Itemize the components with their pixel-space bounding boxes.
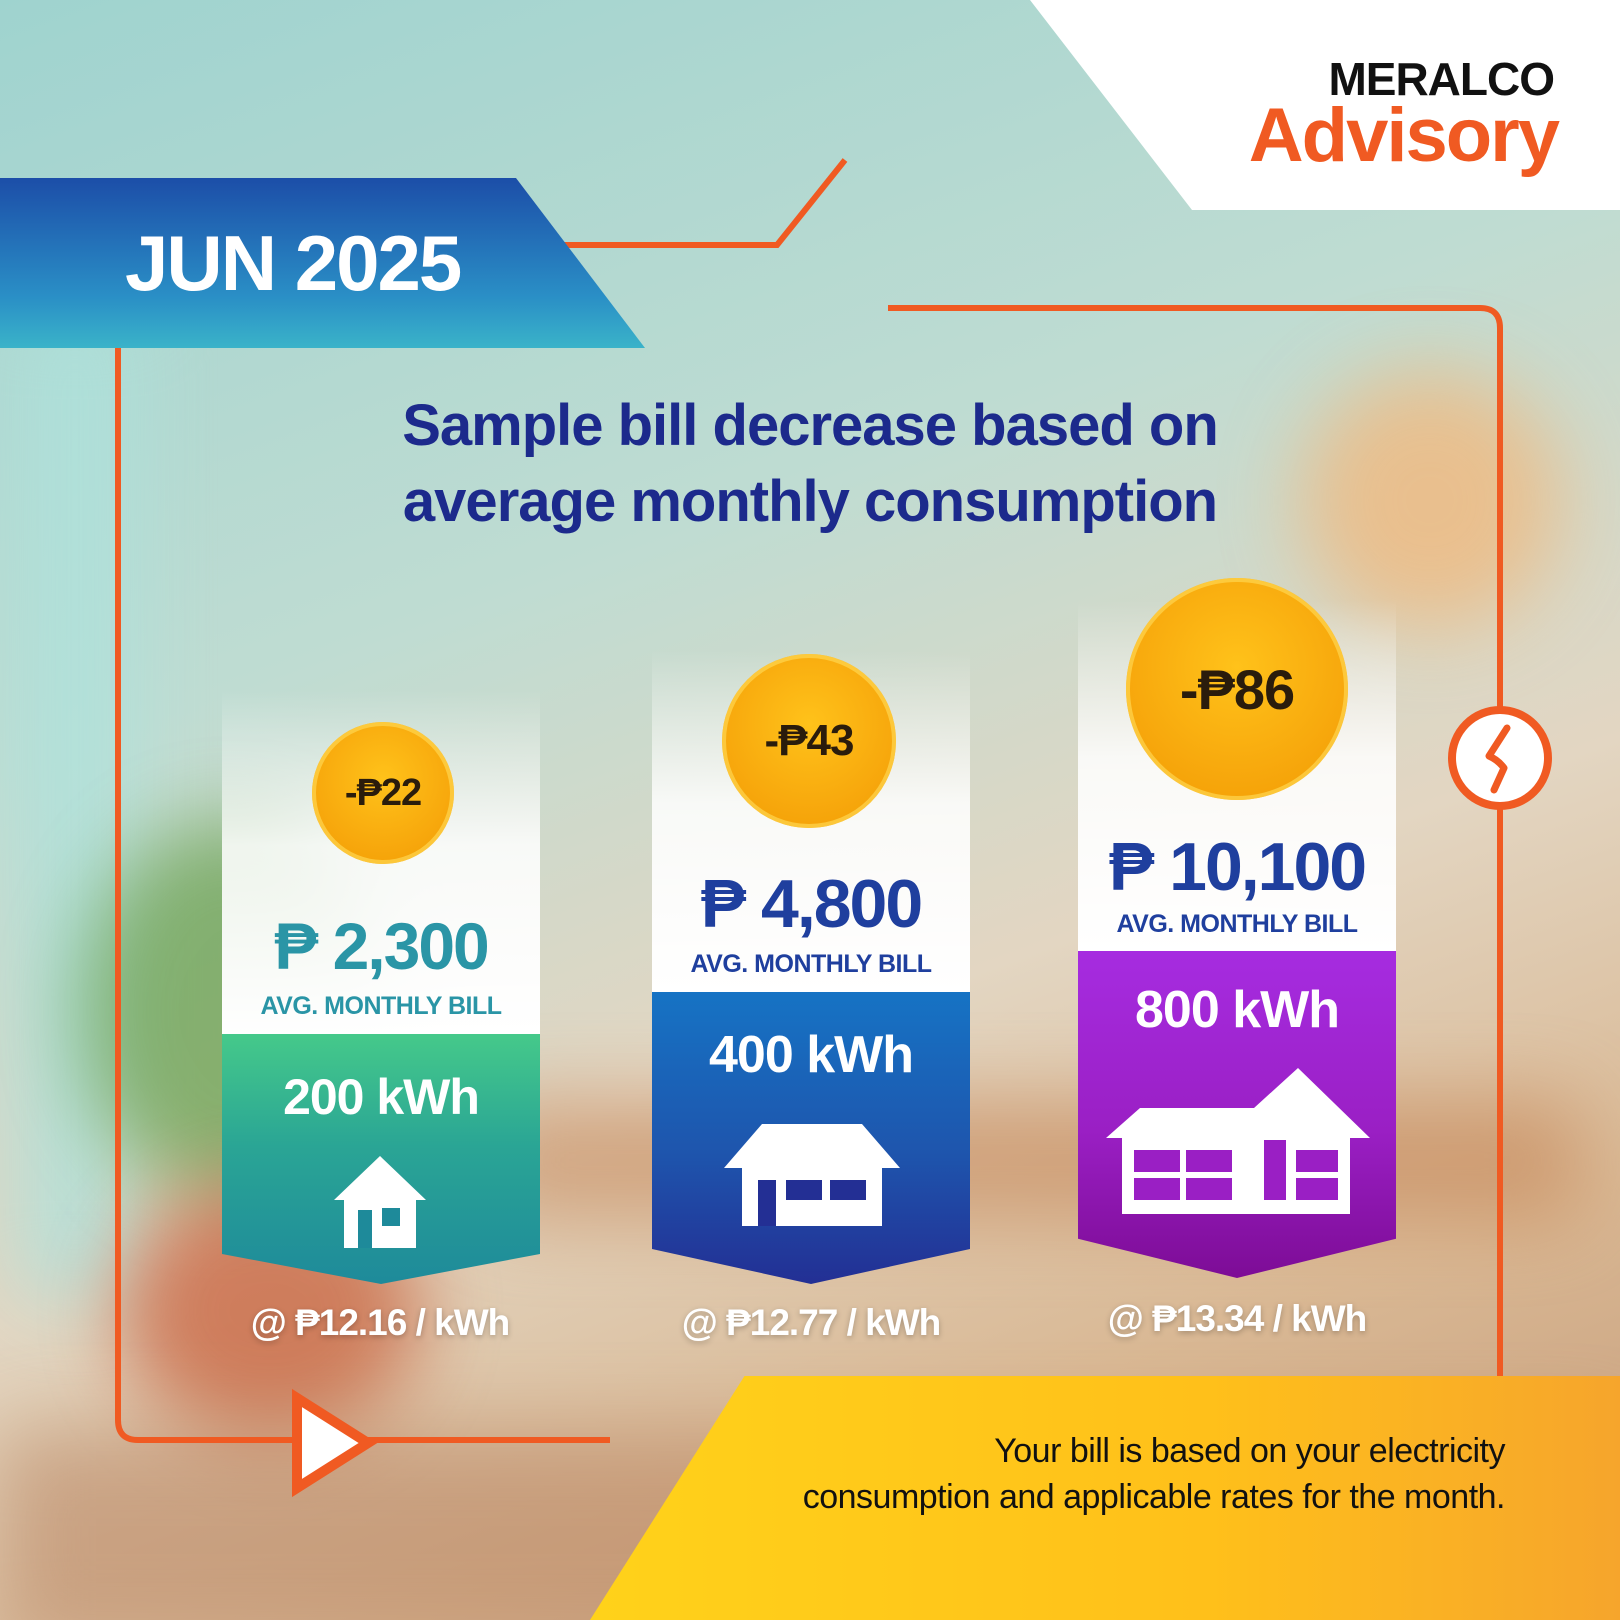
- decrease-coin-1: -₱22: [312, 722, 454, 864]
- avg-bill-label: AVG. MONTHLY BILL: [1116, 910, 1358, 938]
- headline-line-1: Sample bill decrease based on: [402, 393, 1219, 458]
- avg-bill-amount: ₱ 2,300: [274, 909, 490, 983]
- date-label: JUN 2025: [125, 219, 462, 307]
- rate-per-kwh: @ ₱13.34 / kWh: [1107, 1298, 1368, 1339]
- large-house-icon: [1106, 1068, 1370, 1214]
- avg-bill-label: AVG. MONTHLY BILL: [690, 950, 932, 978]
- avg-bill-amount: ₱ 4,800: [700, 866, 923, 942]
- kwh-value: 200 kWh: [283, 1069, 480, 1125]
- headline-line-2: average monthly consumption: [402, 469, 1218, 534]
- decrease-amount: -₱86: [1179, 657, 1295, 721]
- decrease-coin-2: -₱43: [722, 654, 896, 828]
- medium-house-icon: [724, 1124, 900, 1226]
- kwh-value: 800 kWh: [1135, 981, 1340, 1039]
- footer-band: [590, 1376, 1620, 1620]
- headline: Sample bill decrease based on average mo…: [250, 388, 1370, 540]
- kwh-value: 400 kWh: [709, 1026, 914, 1084]
- rate-per-kwh: @ ₱12.16 / kWh: [250, 1302, 511, 1343]
- wall-clock-blur: [1300, 370, 1560, 630]
- brand-name: MERALCO: [1328, 53, 1555, 105]
- play-arrow-icon: [292, 1388, 378, 1498]
- footer-line-2: consumption and applicable rates for the…: [802, 1478, 1506, 1516]
- decrease-coin-3: -₱86: [1126, 578, 1348, 800]
- decrease-amount: -₱22: [344, 771, 422, 814]
- decrease-amount: -₱43: [764, 716, 855, 765]
- avg-bill-label: AVG. MONTHLY BILL: [260, 992, 502, 1020]
- window-frame: [20, 300, 130, 1300]
- lightning-bolt-icon: [1448, 706, 1552, 810]
- footer-line-1: Your bill is based on your electricity: [994, 1432, 1505, 1470]
- avg-bill-amount: ₱ 10,100: [1108, 829, 1367, 905]
- brand-subtitle: Advisory: [1248, 93, 1560, 178]
- footer-note: Your bill is based on your electricity c…: [685, 1428, 1506, 1520]
- rate-per-kwh: @ ₱12.77 / kWh: [681, 1302, 942, 1343]
- small-house-icon: [334, 1156, 426, 1248]
